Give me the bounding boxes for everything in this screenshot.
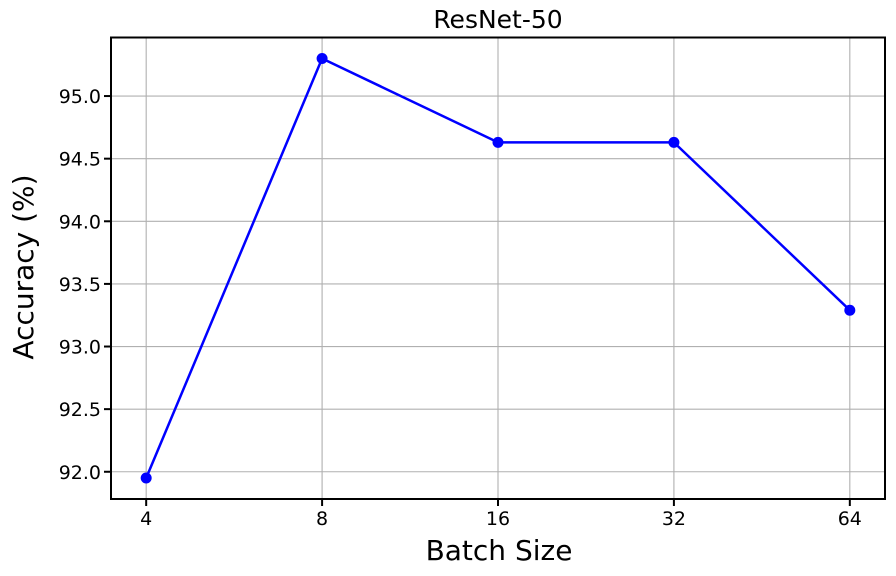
y-tick-label: 94.0 xyxy=(59,211,101,233)
x-tick-label: 32 xyxy=(662,508,686,530)
y-tick-label: 92.5 xyxy=(59,399,101,421)
data-point-marker xyxy=(316,52,328,64)
x-tick-label: 16 xyxy=(486,508,510,530)
y-tick-label: 93.0 xyxy=(59,337,101,359)
y-axis-label: Accuracy (%) xyxy=(7,174,40,359)
y-tick-label: 94.5 xyxy=(59,149,101,171)
data-point-marker xyxy=(492,136,504,148)
x-tick-label: 4 xyxy=(140,508,152,530)
grid-layer xyxy=(111,37,885,499)
x-tick-label: 8 xyxy=(316,508,328,530)
data-series-layer xyxy=(140,52,856,484)
data-point-marker xyxy=(140,472,152,484)
axis-layer: 4 8 16 32 64 92.0 92.5 93.0 93.5 94.0 94.5 95.0 xyxy=(59,36,886,530)
data-point-marker xyxy=(844,304,856,316)
y-tick-label: 92.0 xyxy=(59,462,101,484)
y-tick-label: 93.5 xyxy=(59,274,101,296)
x-tick-label: 64 xyxy=(838,508,862,530)
chart-title: ResNet-50 xyxy=(433,5,562,34)
x-axis-label: Batch Size xyxy=(426,534,573,567)
data-point-marker xyxy=(668,136,680,148)
y-tick-label: 95.0 xyxy=(59,86,101,108)
